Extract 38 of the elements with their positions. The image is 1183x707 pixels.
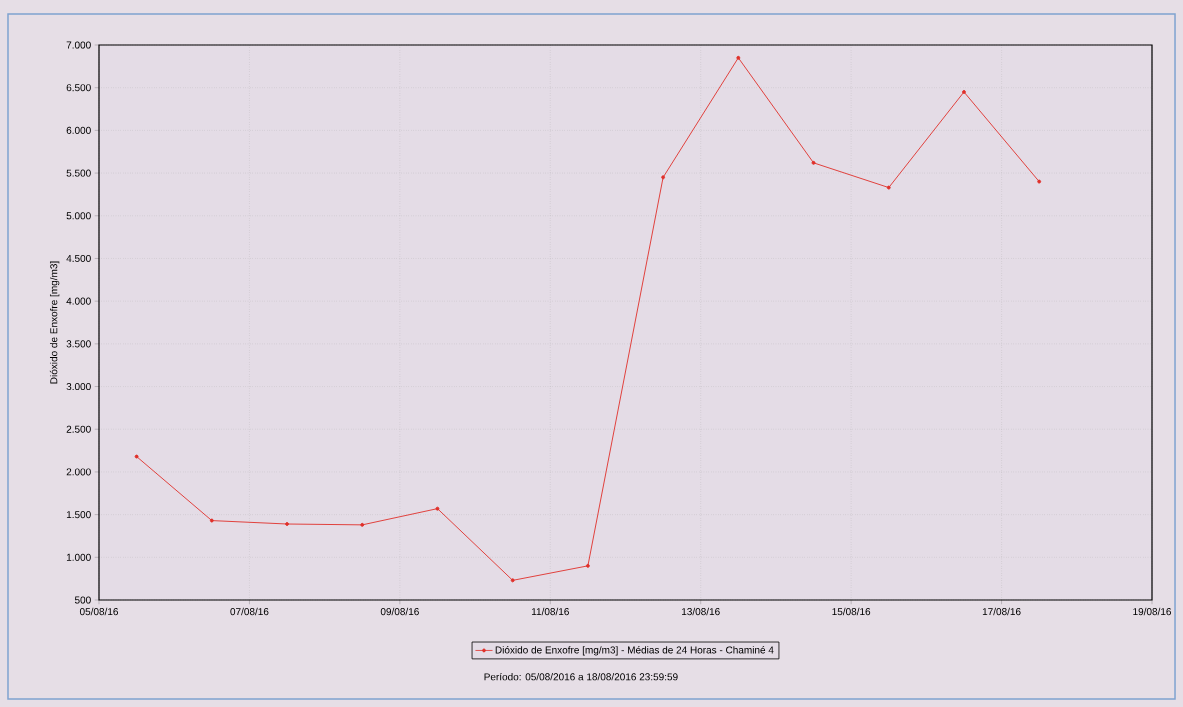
point [510, 578, 515, 583]
x-tick-label: 11/08/16 [531, 607, 569, 616]
y-tick-label: 2.500 [66, 425, 91, 433]
x-tick-label: 13/08/16 [682, 607, 720, 616]
x-tick-label: 05/08/16 [79, 607, 119, 616]
y-tick-label: 2.000 [66, 468, 91, 476]
y-tick-label: 4.500 [66, 254, 91, 262]
point [736, 55, 741, 60]
point [134, 454, 139, 459]
point [285, 522, 289, 526]
y-tick-label: 6.500 [66, 84, 91, 92]
y-tick-label: 5.500 [66, 169, 91, 177]
legend-label: Dióxido de Enxofre [mg/m3] - Médias de 24 Horas - Chaminé 4 [495, 646, 774, 656]
x-tick-label: 09/08/16 [380, 607, 419, 616]
y-tick-label: 6.000 [66, 126, 91, 134]
x-tick-label: 19/08/16 [1133, 607, 1172, 616]
point [209, 518, 214, 523]
y-tick-label: 1.000 [66, 553, 91, 561]
x-tick-label: 07/08/16 [230, 607, 269, 616]
y-tick-label: 1.500 [66, 511, 91, 519]
point [435, 506, 440, 511]
y-tick-label: 7.000 [66, 41, 91, 49]
y-tick-label: 500 [74, 596, 91, 604]
y-tick-label: 3.000 [66, 383, 91, 391]
point [811, 160, 816, 165]
x-tick-label: 15/08/16 [832, 607, 871, 616]
y-tick-label: 5.000 [66, 212, 91, 220]
point [585, 563, 590, 568]
point [962, 90, 966, 94]
point [1037, 179, 1042, 184]
point [360, 522, 365, 527]
point [886, 185, 891, 190]
x-tick-label: 17/08/16 [982, 607, 1021, 616]
y-tick-label: 4.000 [66, 297, 91, 305]
y-tick-label: 3.500 [66, 340, 91, 348]
y-axis-title: Dióxido de Enxofre [mg/m3] [49, 261, 60, 384]
text: Período: 05/08/2016 a 18/08/2016 23:59:59 [484, 672, 678, 681]
point [661, 175, 666, 180]
